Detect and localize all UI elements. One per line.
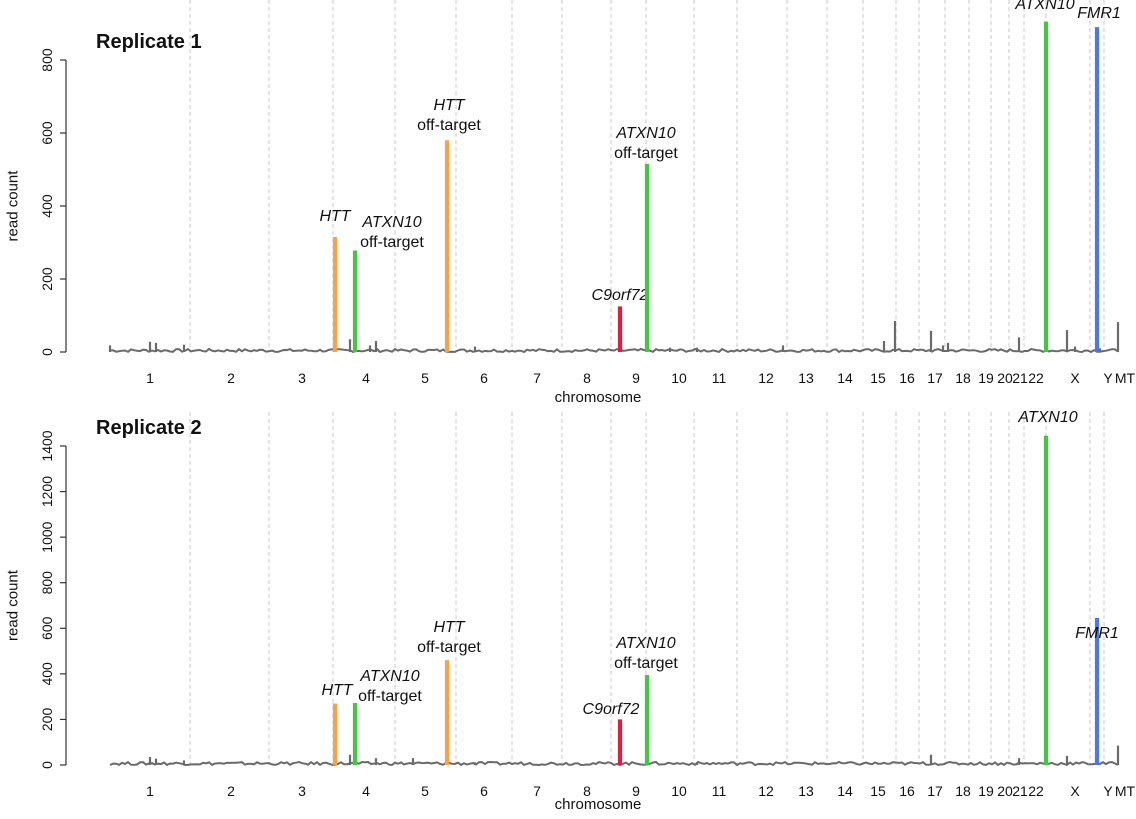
chromosome-label: Y <box>1103 783 1113 799</box>
chromosome-label: 16 <box>899 370 915 386</box>
chromosome-label: 15 <box>870 783 886 799</box>
chromosome-label: 19 <box>978 783 994 799</box>
chromosome-label: 3 <box>298 370 306 386</box>
chromosome-label: MT <box>1115 783 1136 799</box>
chromosome-label: X <box>1070 370 1080 386</box>
chromosome-label: 12 <box>758 370 774 386</box>
chromosome-label: 18 <box>955 783 971 799</box>
chromosome-label: Y <box>1103 370 1113 386</box>
chromosome-label: 5 <box>421 370 429 386</box>
peak-label-fmr1: FMR1 <box>1075 625 1119 642</box>
y-tick-label: 400 <box>39 194 55 218</box>
chromosome-label: 11 <box>712 783 727 799</box>
peak-label-atxn10: ATXN10 <box>615 635 675 652</box>
chromosome-label: 1 <box>146 783 154 799</box>
chromosome-label: 10 <box>671 783 687 799</box>
baseline-signal <box>109 347 1119 354</box>
panel-replicate-2: 0 200 400 600 800 1000 1200 1400 read count Repli… <box>4 409 1135 813</box>
y-tick-label: 0 <box>39 348 55 356</box>
chromosome-label: 11 <box>712 370 727 386</box>
chromosome-label: 20 <box>997 783 1013 799</box>
chromosome-label: 6 <box>480 783 488 799</box>
chromosome-label: 7 <box>533 783 541 799</box>
y-tick-label: 1000 <box>39 521 55 552</box>
chromosome-label: 4 <box>362 783 370 799</box>
peak-sublabel: off-target <box>360 234 424 251</box>
peak-label-c9orf72: C9orf72 <box>592 287 649 304</box>
chromosome-label: 13 <box>798 783 814 799</box>
panel-title: Replicate 2 <box>96 417 202 439</box>
chromosome-label: 6 <box>480 370 488 386</box>
peak-sublabel: off-target <box>614 145 678 162</box>
chromosome-label: 17 <box>927 370 943 386</box>
chromosome-label: 2 <box>227 783 235 799</box>
chromosome-label: MT <box>1115 370 1136 386</box>
chromosome-label: 22 <box>1028 370 1044 386</box>
y-tick-label: 0 <box>39 761 55 769</box>
peak-sublabel: off-target <box>417 639 481 656</box>
panel-replicate-1: 0 200 400 600 800 read count Replicate 1 HTT ATX… <box>4 0 1136 406</box>
peak-sublabel: off-target <box>417 117 481 134</box>
chromosome-label: 10 <box>671 370 687 386</box>
chromosome-label: 9 <box>632 783 640 799</box>
panel-title: Replicate 1 <box>96 31 202 53</box>
y-tick-label: 800 <box>39 48 55 72</box>
x-axis-label: chromosome <box>555 389 642 406</box>
chromosome-label: 5 <box>421 783 429 799</box>
chromosome-label: 8 <box>583 370 591 386</box>
chromosome-label: 18 <box>955 370 971 386</box>
peak-label-atxn10: ATXN10 <box>359 668 419 685</box>
chromosome-label: 4 <box>362 370 370 386</box>
chromosome-label: 21 <box>1012 783 1028 799</box>
chromosome-label: 8 <box>583 783 591 799</box>
peak-sublabel: off-target <box>358 688 422 705</box>
peak-label-fmr1: FMR1 <box>1077 5 1121 22</box>
chromosome-label: 12 <box>758 783 774 799</box>
peak-label-htt: HTT <box>433 97 465 114</box>
chromosome-label: 22 <box>1028 783 1044 799</box>
peak-label-atxn10: ATXN10 <box>1017 409 1077 426</box>
chromosome-label: 7 <box>533 370 541 386</box>
chromosome-label: 3 <box>298 783 306 799</box>
y-axis-label: read count <box>4 170 21 242</box>
peak-label-c9orf72: C9orf72 <box>583 701 640 718</box>
chromosome-label: 16 <box>899 783 915 799</box>
y-tick-label: 200 <box>39 267 55 291</box>
peak-label-atxn10: ATXN10 <box>615 125 675 142</box>
y-tick-label: 1200 <box>39 476 55 507</box>
peak-label-htt: HTT <box>433 619 465 636</box>
chromosome-label: 2 <box>227 370 235 386</box>
y-tick-label: 800 <box>39 571 55 595</box>
y-tick-label: 600 <box>39 616 55 640</box>
peak-label-atxn10: ATXN10 <box>361 214 421 231</box>
y-tick-label: 600 <box>39 121 55 145</box>
chromosome-label: 14 <box>837 370 853 386</box>
chromosome-label: 14 <box>837 783 853 799</box>
chromosome-label: 19 <box>978 370 994 386</box>
chromosome-label: 1 <box>146 370 154 386</box>
y-tick-label: 400 <box>39 662 55 686</box>
peak-label-htt: HTT <box>321 682 353 699</box>
chromosome-label: 13 <box>798 370 814 386</box>
peak-label-atxn10: ATXN10 <box>1014 0 1074 13</box>
chromosome-label: 15 <box>870 370 886 386</box>
chromosome-label: X <box>1070 783 1080 799</box>
x-axis-label: chromosome <box>555 796 642 813</box>
chromosome-label: 20 <box>997 370 1013 386</box>
y-tick-label: 200 <box>39 708 55 732</box>
y-tick-label: 1400 <box>39 430 55 461</box>
peak-label-htt: HTT <box>319 208 351 225</box>
y-axis-label: read count <box>4 569 21 641</box>
chromosome-label: 9 <box>632 370 640 386</box>
chromosome-label: 17 <box>927 783 943 799</box>
chromosome-label: 21 <box>1012 370 1028 386</box>
baseline-signal <box>109 760 1119 767</box>
peak-sublabel: off-target <box>614 655 678 672</box>
